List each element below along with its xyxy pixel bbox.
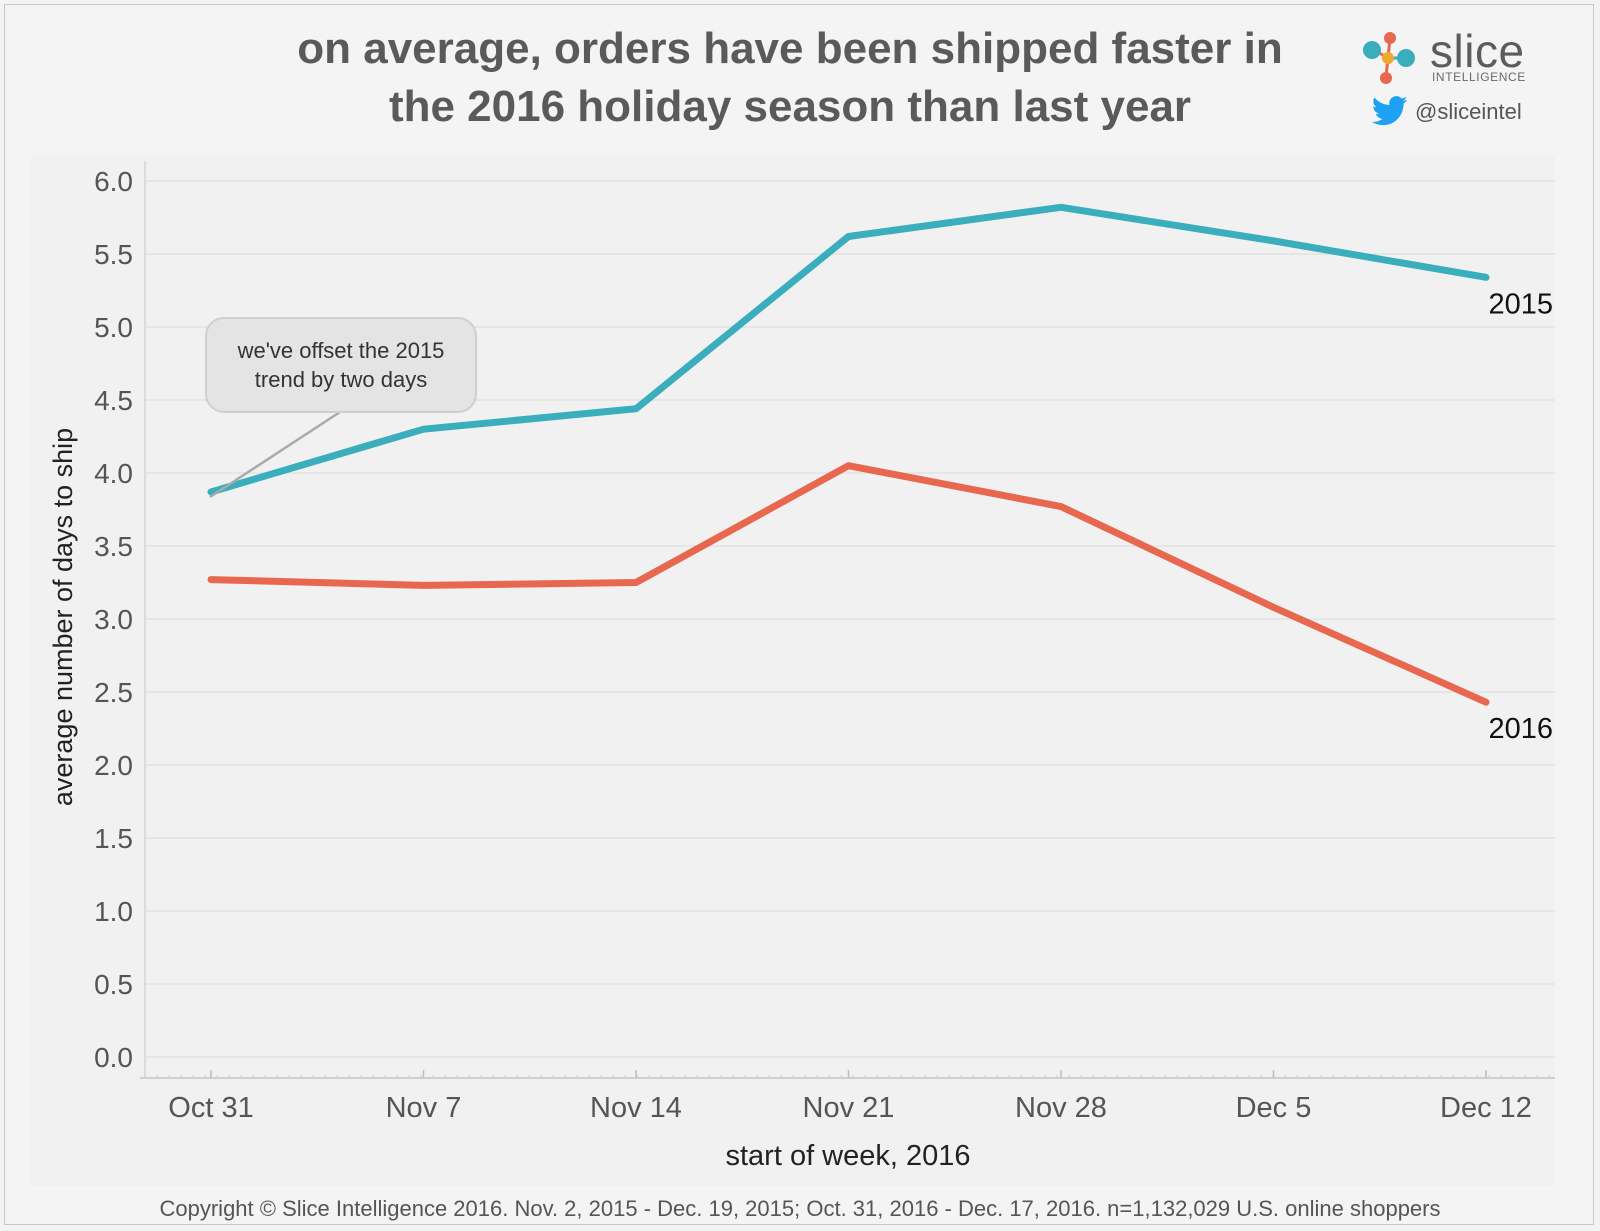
brand-subtitle: INTELLIGENCE	[1432, 70, 1526, 84]
callout-pointer	[209, 410, 341, 499]
y-axis-label: average number of days to ship	[48, 428, 78, 806]
series-end-label-2015: 2015	[1488, 288, 1553, 320]
y-tick-label: 3.0	[94, 604, 133, 635]
x-tick-label: Dec 12	[1440, 1092, 1532, 1124]
y-tick-label: 4.0	[94, 458, 133, 489]
y-tick-label: 1.5	[94, 823, 133, 854]
y-tick-label: 2.0	[94, 750, 133, 781]
x-axis-label: start of week, 2016	[725, 1140, 970, 1172]
y-tick-label: 1.0	[94, 896, 133, 927]
twitter-handle[interactable]: @sliceintel	[1415, 99, 1522, 124]
y-tick-label: 3.5	[94, 531, 133, 562]
y-tick-label: 5.5	[94, 239, 133, 270]
series-end-label-2016: 2016	[1488, 713, 1553, 745]
callout-text-line-1: we've offset the 2015	[237, 338, 445, 363]
gridlines	[145, 180, 1555, 1058]
callout-box	[205, 317, 477, 413]
y-tick-label: 0.0	[94, 1042, 133, 1073]
slice-molecule-logo-icon	[1363, 32, 1415, 84]
x-tick-label: Oct 31	[168, 1092, 253, 1124]
title-line-2: the 2016 holiday season than last year	[388, 82, 1192, 131]
brand-name: slice	[1430, 25, 1525, 77]
x-tick-label: Nov 14	[590, 1092, 682, 1124]
x-tick-label: Dec 5	[1236, 1092, 1312, 1124]
footer-copyright: Copyright © Slice Intelligence 2016. Nov…	[159, 1196, 1441, 1221]
callout-text-line-2: trend by two days	[255, 367, 427, 392]
y-tick-label: 5.0	[94, 312, 133, 343]
series-lines: 2015 2016	[207, 203, 1553, 745]
brand-block: slice INTELLIGENCE @sliceintel	[1360, 24, 1540, 134]
chart-title: on average, orders have been shipped fas…	[230, 20, 1350, 136]
annotation-callout: we've offset the 2015 trend by two days	[205, 317, 477, 499]
series-line-2016	[207, 462, 1490, 706]
x-tick-label: Nov 21	[803, 1092, 895, 1124]
axes: 0.0 0.5 1.0 1.5 2.0 2.5 3.0 3.5 4.0 4.5 5.0 5.5 6.0 O…	[94, 161, 1555, 1124]
y-tick-label: 6.0	[94, 166, 133, 197]
x-tick-label: Nov 28	[1015, 1092, 1107, 1124]
x-tick-label: Nov 7	[386, 1092, 462, 1124]
y-tick-label: 0.5	[94, 969, 133, 1000]
y-tick-label: 2.5	[94, 677, 133, 708]
twitter-bird-icon	[1372, 96, 1408, 126]
y-tick-label: 4.5	[94, 385, 133, 416]
title-line-1: on average, orders have been shipped fas…	[297, 24, 1283, 73]
